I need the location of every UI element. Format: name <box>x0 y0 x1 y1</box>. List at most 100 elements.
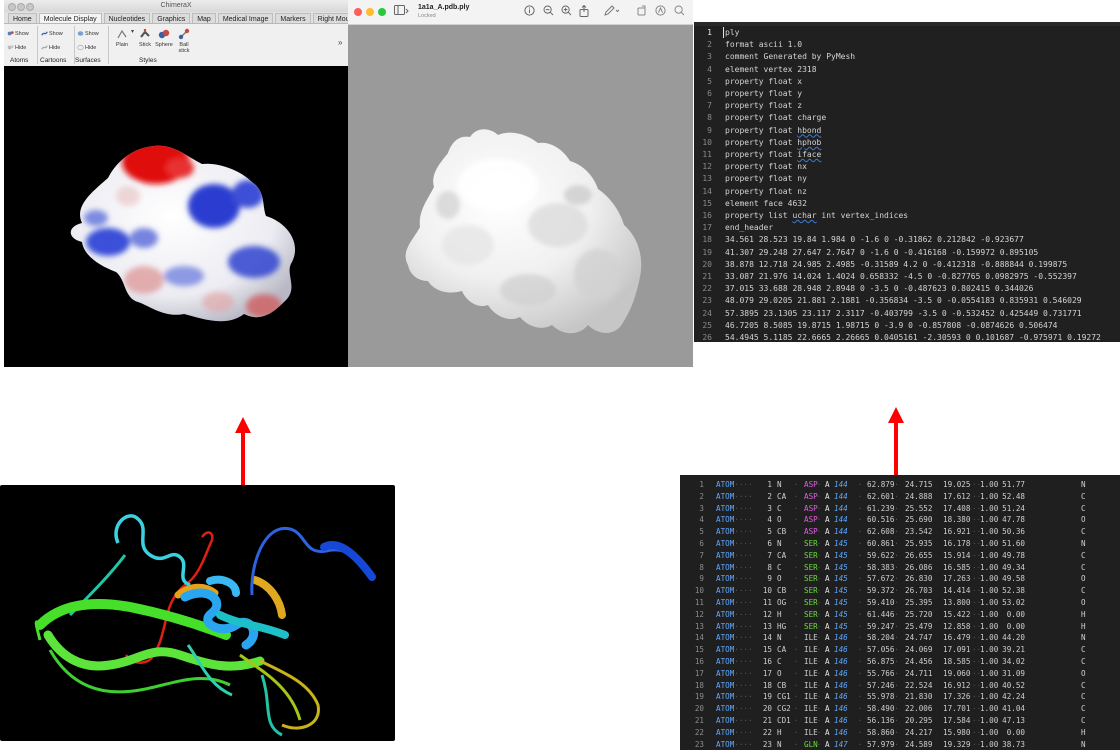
ply-code-line: 13 property float ny <box>694 173 1120 185</box>
pdb-field-rec: ATOM <box>716 620 735 633</box>
ply-code-line: 24 57.3895 23.1305 23.117 2.3117 -0.40379… <box>694 308 1120 320</box>
ply-text-editor[interactable]: 1 ply 2 format ascii 1.0 3 comment Generated … <box>694 22 1120 342</box>
pdb-text-editor[interactable]: 1 ···· · · · · · · · · · · ········· · AT… <box>680 475 1120 750</box>
ply-code-line: 3 comment Generated by PyMesh <box>694 51 1120 63</box>
zoom-in-icon[interactable] <box>561 5 572 20</box>
style-ball-stick-button[interactable]: Ball stick <box>176 28 192 54</box>
tab-right-mouse[interactable]: Right Mouse <box>312 13 348 23</box>
pdb-field-serial: 22 <box>760 726 772 739</box>
markup-pen-icon[interactable] <box>604 5 620 20</box>
ribbon-separator <box>108 26 109 64</box>
line-number: 1 <box>707 28 712 37</box>
ribbon-cartoon-viewport[interactable] <box>0 485 395 741</box>
cartoons-show-label: Show <box>49 30 63 37</box>
pdb-field-z: 17.091 <box>943 644 971 656</box>
tab-molecule-display[interactable]: Molecule Display <box>38 13 102 23</box>
minimize-button[interactable] <box>17 3 25 11</box>
pdb-field-y: 24.711 <box>905 667 933 680</box>
plain-style-icon <box>117 29 127 39</box>
pdb-field-res: GLN <box>804 738 818 750</box>
tab-home[interactable]: Home <box>8 13 37 23</box>
tab-medical-image[interactable]: Medical Image <box>217 13 274 23</box>
tab-map[interactable]: Map <box>192 13 216 23</box>
sidebar-icon[interactable] <box>394 5 410 20</box>
cartoons-show-button[interactable]: Show <box>41 30 63 37</box>
zoom-button[interactable] <box>26 3 34 11</box>
pdb-field-z: 12.858 <box>943 620 971 633</box>
pdb-field-chain: A <box>825 632 830 645</box>
zoom-button[interactable] <box>378 8 386 16</box>
surfaces-show-button[interactable]: Show <box>77 30 99 37</box>
ply-line-text: element vertex 2318 <box>725 64 817 74</box>
style-plain-button[interactable]: Plain <box>114 28 130 48</box>
pdb-field-b: 50.36 <box>1000 526 1025 538</box>
preview-filename: 1a1a_A.pdb.ply <box>418 4 470 11</box>
style-dropdown-arrow[interactable]: ▾ <box>131 29 135 35</box>
pdb-field-y: 21.830 <box>905 691 933 704</box>
pdb-field-b: 49.58 <box>1000 573 1025 586</box>
pdb-field-el: O <box>1081 514 1086 527</box>
ribbon-overflow-button[interactable]: » <box>338 38 343 47</box>
line-number: 3 <box>707 52 712 62</box>
surfaces-show-label: Show <box>85 30 99 37</box>
pdb-field-res: SER <box>804 549 818 562</box>
pdb-field-occ: 1.00 <box>980 667 999 680</box>
pdb-field-occ: 1.00 <box>980 738 999 750</box>
pdb-field-el: C <box>1081 585 1086 597</box>
minimize-button[interactable] <box>366 8 374 16</box>
pdb-field-b: 0.00 <box>1000 608 1025 621</box>
pdb-field-seq: 146 <box>834 703 848 715</box>
pdb-field-x: 58.383 <box>867 561 895 574</box>
search-icon[interactable] <box>674 5 685 20</box>
style-stick-button[interactable]: Stick <box>137 28 153 48</box>
pdb-field-seq: 146 <box>834 691 848 704</box>
pdb-atom-row: 21 ···· · · · · · · · · · · ········· · A… <box>680 715 1120 727</box>
pdb-field-res: ASP <box>804 526 818 538</box>
pdb-field-rec: ATOM <box>716 549 735 562</box>
line-number: 6 <box>707 89 712 98</box>
pdb-field-el: C <box>1081 656 1086 668</box>
atoms-show-button[interactable]: Show <box>7 30 29 37</box>
pdb-field-res: ILE <box>804 679 818 692</box>
ply-line-text: property float nz <box>725 186 807 196</box>
surfaces-hide-button[interactable]: Hide <box>77 44 96 51</box>
pdb-field-b: 0.00 <box>1000 620 1025 633</box>
pdb-field-serial: 20 <box>760 703 772 715</box>
share-icon[interactable] <box>579 4 589 21</box>
pdb-field-serial: 11 <box>760 597 772 609</box>
style-sphere-button[interactable]: Sphere <box>155 28 173 48</box>
pdb-field-occ: 1.00 <box>980 538 999 550</box>
atoms-hide-button[interactable]: Hide <box>7 44 26 51</box>
pdb-field-y: 24.715 <box>905 479 933 491</box>
chimerax-3d-viewport[interactable] <box>4 66 348 367</box>
pdb-field-rec: ATOM <box>716 538 735 550</box>
line-number: 17 <box>702 223 712 233</box>
rotate-icon[interactable] <box>637 5 648 20</box>
pdb-field-occ: 1.00 <box>980 479 999 491</box>
editor-tab-strip <box>694 22 1120 26</box>
tab-graphics[interactable]: Graphics <box>152 13 191 23</box>
pdb-field-serial: 16 <box>760 656 772 668</box>
ply-mesh-render[interactable] <box>348 25 693 367</box>
tab-nucleotides[interactable]: Nucleotides <box>103 13 151 23</box>
style-plain-label: Plain <box>115 42 129 48</box>
line-number: 20 <box>702 259 712 269</box>
info-icon[interactable] <box>524 5 535 20</box>
ply-line-text: property float y <box>725 89 803 98</box>
line-number: 3 <box>699 503 704 513</box>
ply-code-line: 23 48.079 29.0205 21.881 2.1881 -0.356834… <box>694 295 1120 307</box>
pdb-field-seq: 146 <box>834 644 848 656</box>
line-number: 19 <box>694 692 704 702</box>
close-button[interactable] <box>8 3 16 11</box>
tab-markers[interactable]: Markers <box>275 13 311 23</box>
zoom-out-icon[interactable] <box>543 5 554 20</box>
pdb-field-x: 60.861 <box>867 538 895 550</box>
cartoons-hide-button[interactable]: Hide <box>41 44 60 51</box>
pdb-field-el: C <box>1081 691 1086 704</box>
close-button[interactable] <box>354 8 362 16</box>
annotate-icon[interactable] <box>655 5 666 20</box>
pdb-field-rec: ATOM <box>716 490 735 503</box>
pdb-field-occ: 1.00 <box>980 526 999 538</box>
pdb-field-atom: N <box>777 538 782 550</box>
pdb-field-serial: 8 <box>760 561 772 574</box>
